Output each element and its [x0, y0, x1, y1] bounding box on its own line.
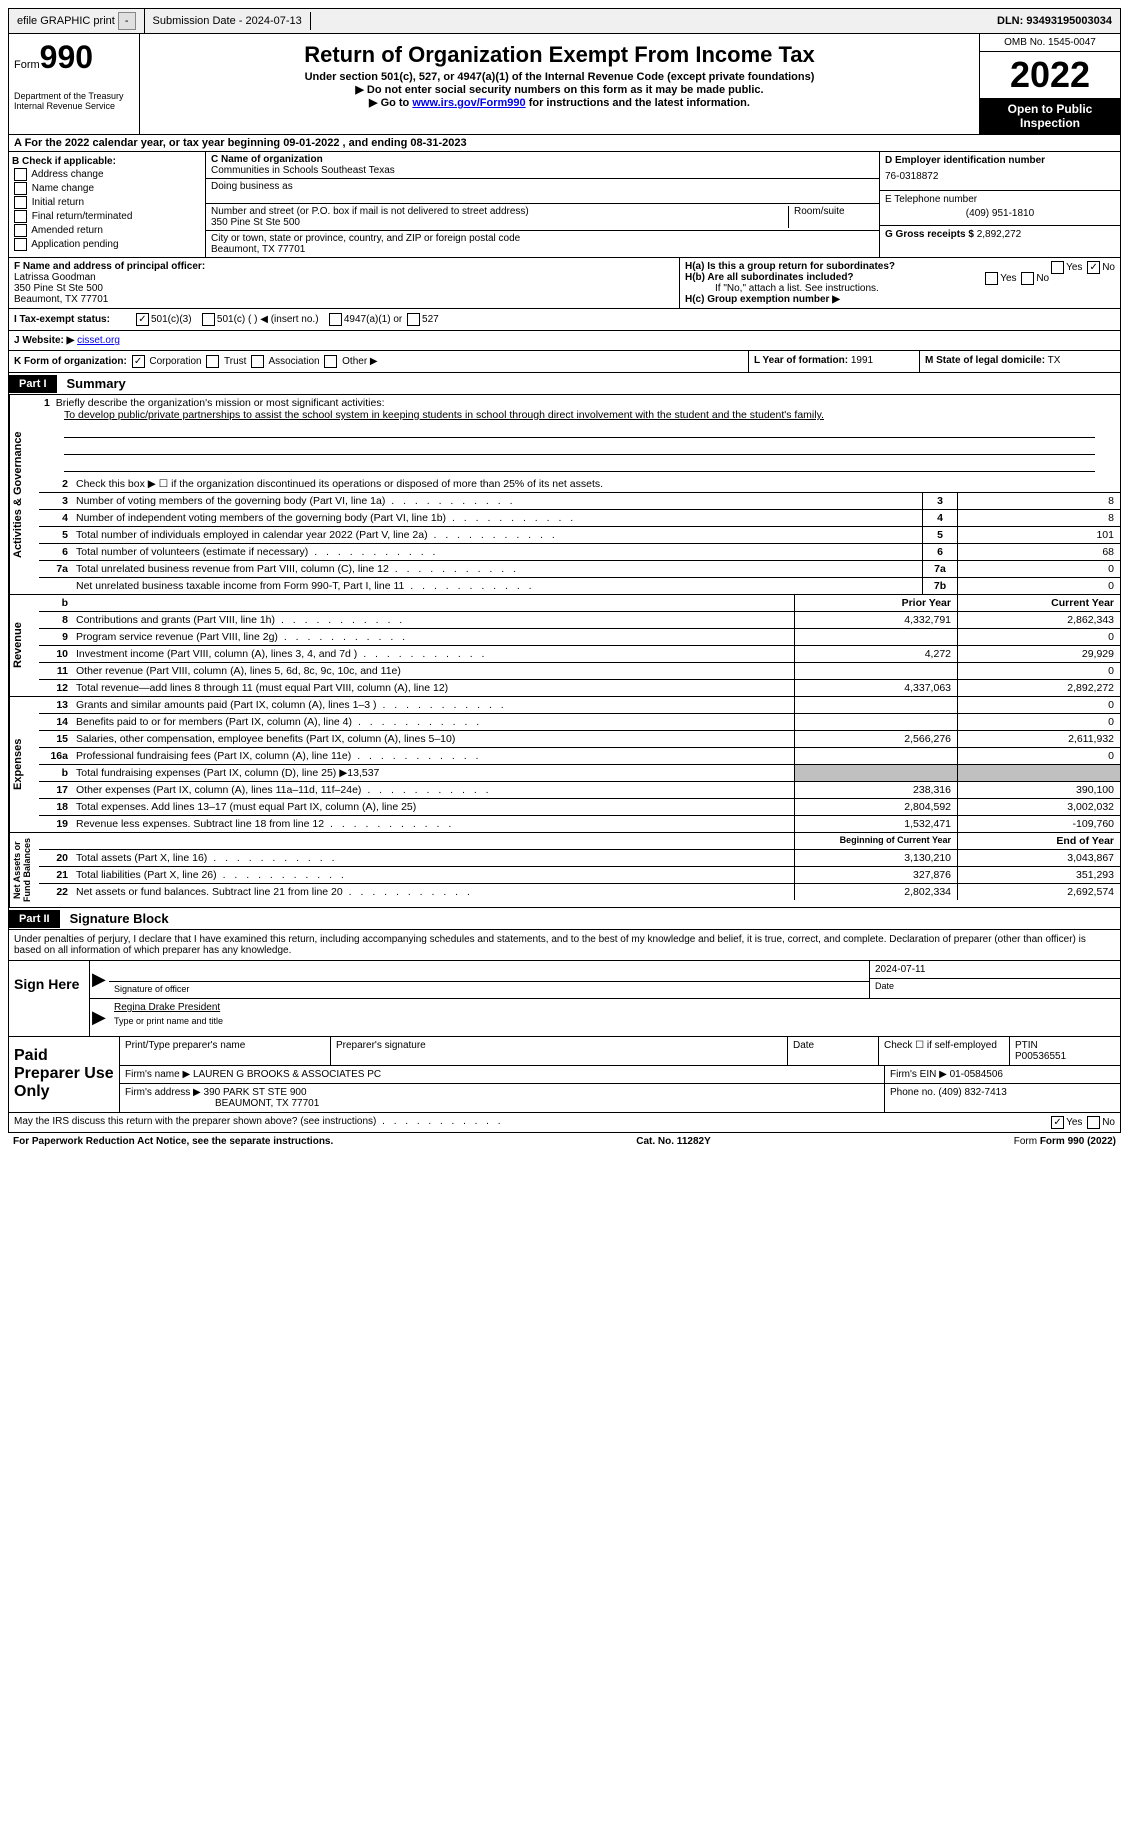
col-c: C Name of organization Communities in Sc… [206, 152, 880, 257]
phone: (409) 951-1810 [885, 205, 1115, 222]
perjury-text: Under penalties of perjury, I declare th… [8, 930, 1121, 961]
dept-label: Department of the TreasuryInternal Reven… [14, 91, 134, 111]
part2-header: Part II Signature Block [8, 908, 1121, 930]
form-title: Return of Organization Exempt From Incom… [145, 42, 974, 68]
submission-date: Submission Date - 2024-07-13 [145, 12, 311, 30]
officer-name: Regina Drake President [109, 999, 1120, 1016]
footer-row: For Paperwork Reduction Act Notice, see … [8, 1133, 1121, 1150]
revenue-tab: Revenue [9, 595, 39, 696]
col-d: D Employer identification number 76-0318… [880, 152, 1120, 257]
header-right: OMB No. 1545-0047 2022 Open to Public In… [979, 34, 1120, 134]
form-number-box: Form990 Department of the TreasuryIntern… [9, 34, 140, 134]
expenses-section: Expenses 13Grants and similar amounts pa… [8, 697, 1121, 833]
discuss-row: May the IRS discuss this return with the… [8, 1113, 1121, 1133]
subtitle-2: ▶ Do not enter social security numbers o… [145, 83, 974, 96]
main-block: B Check if applicable: Address change Na… [8, 152, 1121, 258]
tax-year: 2022 [980, 52, 1120, 98]
header-center: Return of Organization Exempt From Incom… [140, 34, 979, 134]
website-link[interactable]: cisset.org [77, 335, 120, 346]
org-city: Beaumont, TX 77701 [211, 244, 874, 255]
section-a: A For the 2022 calendar year, or tax yea… [8, 135, 1121, 152]
revenue-section: Revenue bPrior YearCurrent Year 8Contrib… [8, 595, 1121, 697]
part1-header: Part I Summary [8, 373, 1121, 395]
preparer-block: Paid Preparer Use Only Print/Type prepar… [8, 1037, 1121, 1113]
ein: 76-0318872 [885, 166, 1115, 187]
efile-label: efile GRAPHIC print - [9, 9, 145, 33]
omb-number: OMB No. 1545-0047 [980, 34, 1120, 52]
website-row: J Website: ▶ cisset.org [8, 331, 1121, 351]
netassets-tab: Net Assets orFund Balances [9, 833, 39, 907]
org-address: 350 Pine St Ste 500 [211, 217, 788, 228]
subtitle-1: Under section 501(c), 527, or 4947(a)(1)… [145, 71, 974, 83]
activities-tab: Activities & Governance [9, 395, 39, 594]
dln: DLN: 93493195003034 [989, 12, 1120, 30]
netassets-section: Net Assets orFund Balances Beginning of … [8, 833, 1121, 908]
row-f: F Name and address of principal officer:… [8, 258, 1121, 309]
org-name: Communities in Schools Southeast Texas [211, 165, 874, 176]
top-bar: efile GRAPHIC print - Submission Date - … [8, 8, 1121, 34]
mission-text: To develop public/private partnerships t… [44, 409, 1115, 421]
tax-status-row: I Tax-exempt status: 501(c)(3) 501(c) ( … [8, 309, 1121, 331]
row-k: K Form of organization: Corporation Trus… [8, 351, 1121, 373]
expenses-tab: Expenses [9, 697, 39, 832]
print-button[interactable]: - [118, 12, 136, 30]
irs-link[interactable]: www.irs.gov/Form990 [412, 97, 525, 109]
col-b: B Check if applicable: Address change Na… [9, 152, 206, 257]
activities-section: Activities & Governance 1 Briefly descri… [8, 395, 1121, 595]
subtitle-3: ▶ Go to www.irs.gov/Form990 for instruct… [145, 96, 974, 109]
sign-block: Sign Here ▶ Signature of officer 2024-07… [8, 961, 1121, 1037]
gross-receipts: 2,892,272 [977, 229, 1022, 240]
form-header: Form990 Department of the TreasuryIntern… [8, 34, 1121, 135]
open-inspection: Open to Public Inspection [980, 98, 1120, 134]
